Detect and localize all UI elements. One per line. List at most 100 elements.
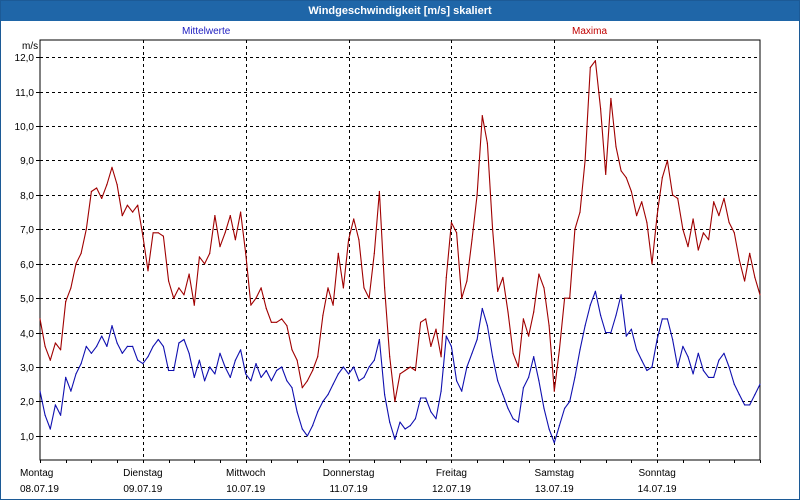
data-point (625, 177, 627, 179)
data-point (600, 108, 602, 110)
data-point (178, 342, 180, 344)
window-title: Windgeschwindigkeit [m/s] skaliert (1, 1, 799, 21)
data-point (173, 297, 175, 299)
data-point (229, 215, 231, 217)
data-point (54, 342, 57, 344)
data-point (353, 218, 355, 220)
data-point (435, 418, 437, 420)
data-point (384, 394, 386, 396)
data-point (126, 345, 128, 347)
data-point (327, 287, 329, 289)
data-point (733, 232, 735, 234)
y-tick-label: 5,0 (20, 294, 34, 305)
data-point (39, 390, 41, 392)
data-point (425, 397, 427, 399)
data-point (456, 232, 458, 234)
data-point (666, 159, 669, 162)
data-point (116, 342, 118, 344)
data-point (481, 307, 483, 310)
data-point (594, 60, 597, 62)
data-point (744, 404, 746, 406)
data-point (137, 204, 139, 206)
data-point (80, 363, 82, 365)
data-point (157, 232, 159, 234)
data-point (132, 345, 134, 347)
x-day-label: Montag (20, 468, 53, 479)
data-point (548, 325, 550, 327)
data-point (723, 352, 725, 354)
data-point (687, 356, 689, 358)
data-point (101, 335, 103, 337)
legend-maxima: Maxima (572, 26, 608, 37)
data-point (713, 376, 715, 378)
data-point (394, 400, 396, 403)
data-point (538, 380, 540, 382)
data-point (60, 414, 62, 416)
data-point (240, 211, 242, 213)
data-point (574, 376, 576, 378)
data-point (245, 373, 247, 375)
data-point (450, 345, 452, 347)
x-date-label: 12.07.19 (432, 484, 471, 495)
data-point (569, 297, 571, 299)
data-point (512, 352, 514, 354)
data-point (75, 263, 77, 265)
data-point (147, 270, 149, 272)
data-point (553, 390, 555, 392)
data-point (358, 239, 360, 241)
data-point (507, 407, 509, 409)
data-point (363, 376, 365, 378)
data-point (708, 239, 710, 241)
x-day-label: Donnerstag (323, 468, 375, 479)
data-point (615, 314, 617, 316)
data-point (111, 166, 113, 168)
data-point (656, 215, 658, 217)
y-tick-label: 10,0 (15, 122, 35, 133)
data-point (260, 287, 262, 289)
data-point (656, 338, 658, 341)
data-point (610, 97, 612, 100)
data-point (522, 318, 525, 320)
data-point (198, 256, 200, 258)
data-point (363, 287, 365, 289)
data-point (682, 345, 684, 347)
data-point (332, 304, 334, 306)
data-point (466, 366, 468, 368)
y-tick-label: 12,0 (15, 53, 35, 64)
data-point (173, 369, 175, 372)
data-point (620, 294, 622, 296)
data-point (708, 376, 710, 378)
data-point (49, 428, 51, 430)
data-point (558, 349, 561, 351)
data-point (610, 332, 612, 334)
data-point (152, 232, 154, 234)
data-point (502, 394, 504, 396)
data-point (204, 380, 206, 382)
data-point (564, 407, 566, 409)
data-point (322, 314, 324, 316)
data-point (430, 345, 432, 347)
data-point (121, 215, 123, 217)
data-point (409, 425, 411, 427)
data-point (378, 190, 380, 193)
data-point (111, 325, 113, 327)
data-point (183, 294, 185, 296)
data-point (54, 404, 57, 406)
data-point (337, 252, 339, 254)
data-point (312, 425, 314, 427)
data-point (553, 442, 555, 444)
data-point (754, 394, 756, 396)
data-point (723, 197, 725, 199)
data-point (677, 197, 679, 199)
x-date-label: 11.07.19 (329, 484, 368, 495)
data-point (327, 394, 329, 396)
y-tick-label: 3,0 (20, 363, 34, 374)
data-point (404, 369, 406, 372)
data-point (337, 373, 339, 375)
data-point (697, 249, 699, 251)
data-point (204, 263, 206, 265)
data-point (219, 246, 221, 248)
data-point (636, 349, 638, 351)
y-tick-label: 6,0 (20, 260, 34, 271)
data-point (538, 273, 540, 275)
